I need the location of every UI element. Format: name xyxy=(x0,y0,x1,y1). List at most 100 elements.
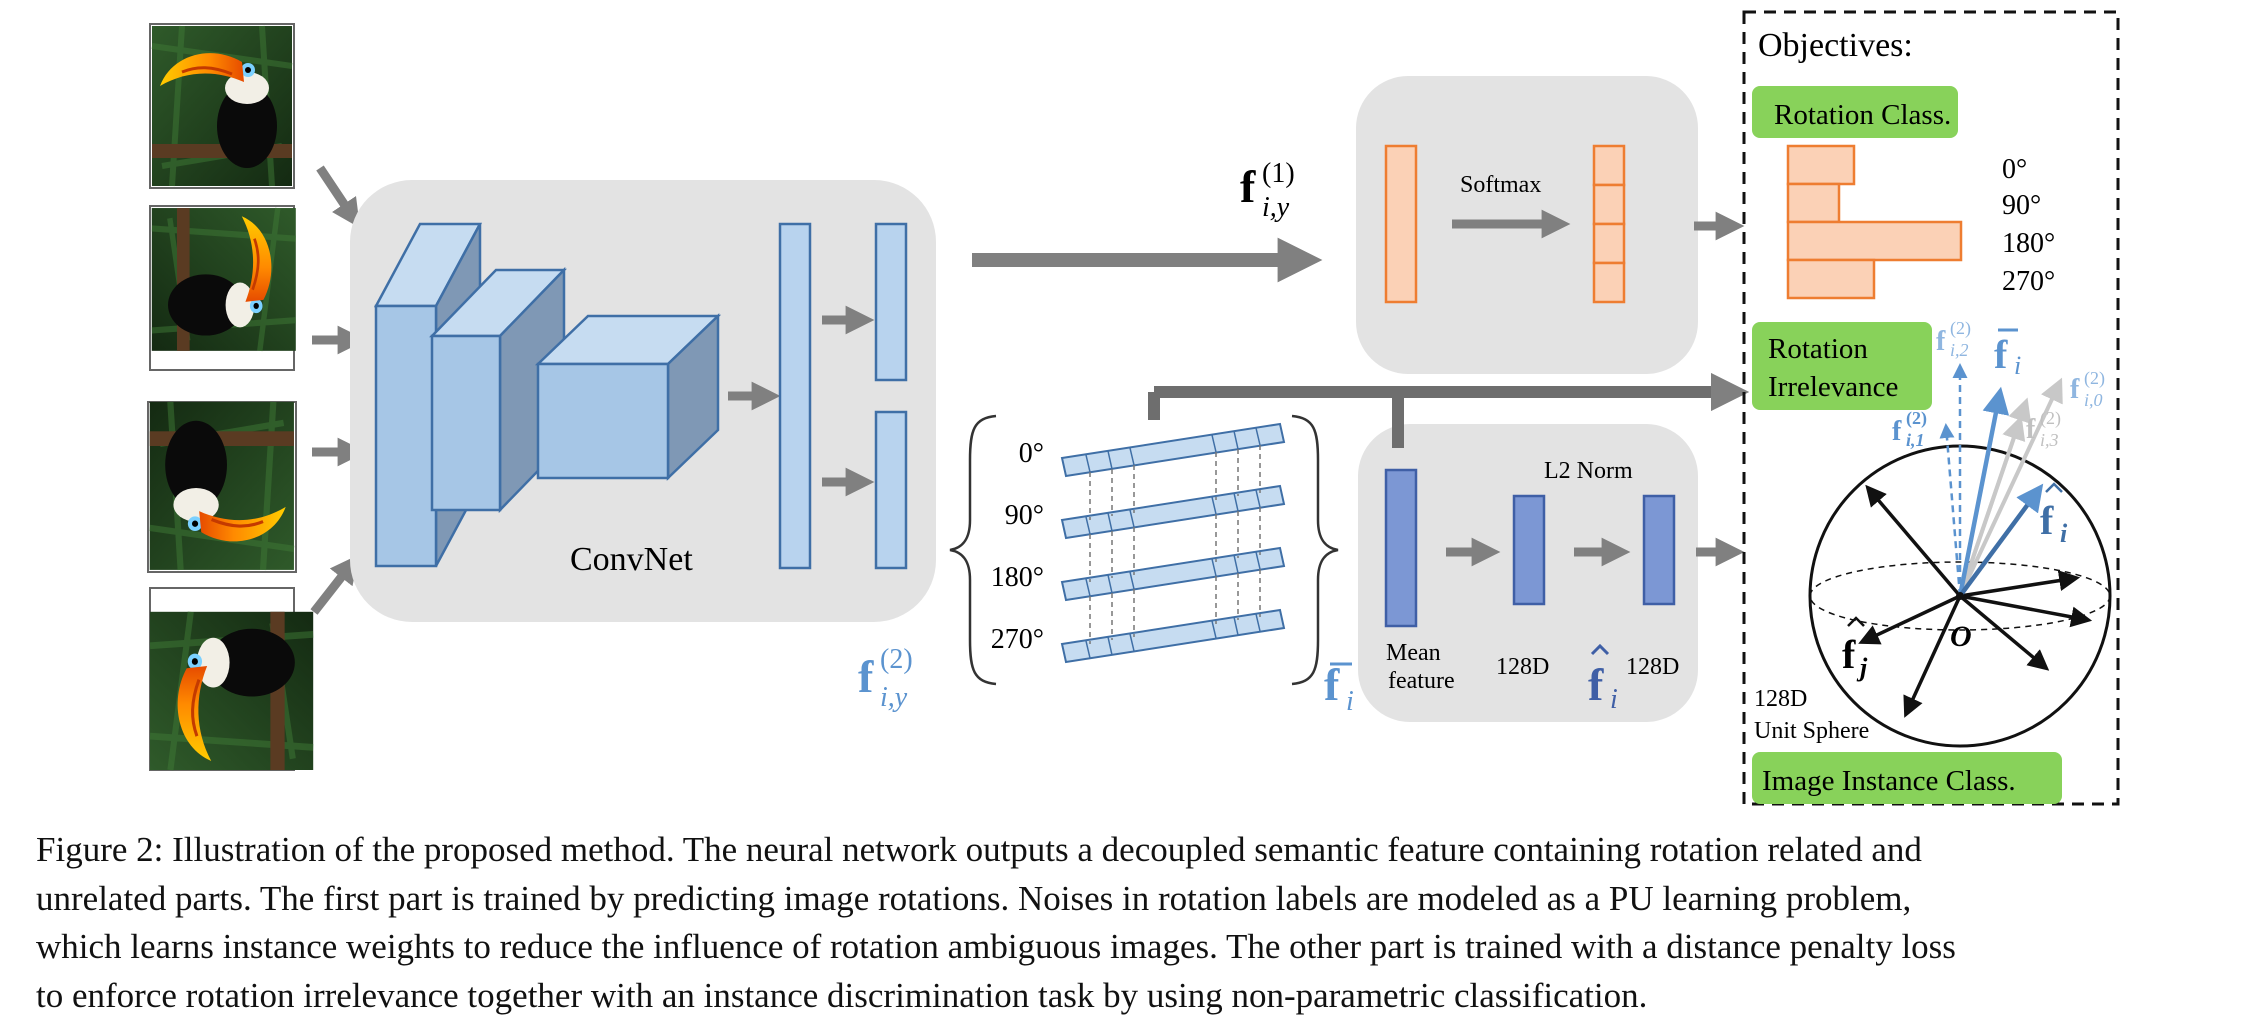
svg-text:f: f xyxy=(1324,659,1340,710)
rotation-irrelevance-badge xyxy=(1752,322,1932,410)
input-image-270deg xyxy=(150,587,313,770)
sphere-origin-dot xyxy=(1956,592,1964,600)
svg-text:128D: 128D xyxy=(1754,686,1807,712)
svg-text:f: f xyxy=(1994,332,2008,377)
left-brace xyxy=(949,414,997,686)
sphere-gray-vectors xyxy=(1958,377,2063,597)
svg-text:f: f xyxy=(1936,326,1946,357)
sphere-f2-label-3: f (2) i,3 xyxy=(2026,408,2061,450)
svg-text:j: j xyxy=(1856,653,1868,682)
caption-line: unrelated parts. The first part is train… xyxy=(36,878,1912,918)
rotation-angle-labels: 0° 90° 180° 270° xyxy=(991,438,1044,655)
caption-line: Figure 2: Illustration of the proposed m… xyxy=(36,830,1922,869)
mean-feature-vector xyxy=(1384,468,1418,628)
svg-text:(1): (1) xyxy=(1262,158,1295,189)
svg-text:Unit Sphere: Unit Sphere xyxy=(1754,718,1869,744)
svg-text:i,0: i,0 xyxy=(2084,390,2103,410)
svg-text:Mean: Mean xyxy=(1386,640,1441,666)
svg-text:(2): (2) xyxy=(1950,318,1971,339)
fhat-label: f i xyxy=(1588,643,1618,715)
objectives-title: Objectives: xyxy=(1758,27,1913,64)
histogram-angle-labels: 0° 90° 180° 270° xyxy=(2002,154,2055,297)
svg-text:f: f xyxy=(1240,161,1256,212)
svg-text:f: f xyxy=(2040,498,2054,543)
softmax-output-vector xyxy=(1592,144,1626,304)
histogram-bar-3 xyxy=(1786,258,1876,300)
image-instance-label: Image Instance Class. xyxy=(1762,765,2016,797)
svg-text:128D: 128D xyxy=(1626,654,1679,680)
sphere-f2-label-2: f (2) i,2 xyxy=(1936,318,1971,360)
right-brace xyxy=(1291,414,1339,686)
svg-text:i,y: i,y xyxy=(1262,192,1290,223)
histogram-bar-1 xyxy=(1786,182,1841,224)
input-arrows xyxy=(310,165,367,615)
sphere-fbar-vector xyxy=(1957,386,2010,597)
svg-text:0°: 0° xyxy=(2002,154,2027,185)
svg-text:90°: 90° xyxy=(2002,190,2041,221)
histogram-bar-2 xyxy=(1786,220,1963,262)
objectives-box xyxy=(1742,10,2120,806)
svg-text:270°: 270° xyxy=(2002,266,2055,297)
rotated-feature-slabs xyxy=(1060,422,1286,664)
svg-text:0°: 0° xyxy=(1019,438,1044,469)
svg-text:i: i xyxy=(2060,519,2068,548)
svg-text:i: i xyxy=(1346,686,1354,717)
sphere-black-vectors xyxy=(1858,484,2093,718)
svg-text:f: f xyxy=(1842,632,1856,677)
sphere-caption: 128D Unit Sphere xyxy=(1754,686,1869,744)
svg-text:270°: 270° xyxy=(991,624,1044,655)
l2norm-panel-labels: Mean feature 128D 128D xyxy=(1386,640,1679,694)
sphere-origin-label: O xyxy=(1950,620,1972,653)
svg-text:90°: 90° xyxy=(1005,500,1044,531)
fc-layer xyxy=(778,222,812,570)
svg-text:i,1: i,1 xyxy=(1906,430,1925,450)
sphere-fj-label: f j xyxy=(1842,616,1868,682)
svg-text:180°: 180° xyxy=(991,562,1044,593)
input-image-180deg xyxy=(148,402,296,572)
softmax-label: Softmax xyxy=(1460,172,1541,198)
histogram-bar-0 xyxy=(1786,144,1856,186)
svg-text:180°: 180° xyxy=(2002,228,2055,259)
svg-text:f: f xyxy=(2070,374,2080,405)
sphere-fhat-label: f i xyxy=(2040,482,2068,548)
figure-diagram: ConvNet f i,y (1) Softmax f i,y (2) 0° 9… xyxy=(0,10,2120,806)
svg-text:i,y: i,y xyxy=(880,682,908,713)
svg-text:(2): (2) xyxy=(1906,408,1927,429)
svg-text:f: f xyxy=(858,651,874,702)
svg-text:i,2: i,2 xyxy=(1950,340,1969,360)
logits-vector xyxy=(1384,144,1418,304)
f1-label: f i,y (1) xyxy=(1240,158,1295,223)
figure-caption: Figure 2: Illustration of the proposed m… xyxy=(36,826,2232,1020)
rotation-histogram xyxy=(1786,144,1963,300)
svg-text:i: i xyxy=(1610,684,1618,715)
convnet-label: ConvNet xyxy=(570,541,693,578)
input-image-90deg xyxy=(150,206,296,371)
sphere-fbar-label: f i xyxy=(1994,328,2021,380)
head2-feature xyxy=(874,410,908,570)
slab-dashed-links xyxy=(1089,445,1261,644)
rotation-class-label: Rotation Class. xyxy=(1774,99,1951,131)
f2-label: f i,y (2) xyxy=(858,644,913,713)
sphere-f2-label-1: f (2) i,1 xyxy=(1892,408,1927,450)
sphere-dashed-vectors xyxy=(1939,363,1968,597)
sphere-fhat-vector xyxy=(1958,483,2044,598)
svg-text:(2): (2) xyxy=(880,644,913,675)
svg-text:i: i xyxy=(2014,351,2021,380)
image-instance-badge xyxy=(1752,752,2062,804)
svg-text:Irrelevance: Irrelevance xyxy=(1768,371,1898,403)
slab-dividers xyxy=(1085,427,1261,659)
feature-128d-vector xyxy=(1512,494,1546,606)
svg-text:(2): (2) xyxy=(2084,368,2105,389)
sphere-f2-label-0: f (2) i,0 xyxy=(2070,368,2105,410)
rotation-class-badge xyxy=(1752,86,1958,138)
svg-text:f: f xyxy=(1588,659,1604,710)
caption-line: to enforce rotation irrelevance together… xyxy=(36,975,1648,1015)
svg-text:Rotation: Rotation xyxy=(1768,333,1868,365)
svg-text:f: f xyxy=(2026,414,2036,445)
svg-text:(2): (2) xyxy=(2040,408,2061,429)
normalized-feature-vector xyxy=(1642,494,1676,606)
svg-text:128D: 128D xyxy=(1496,654,1549,680)
head1-feature xyxy=(874,222,908,382)
input-image-0deg xyxy=(149,23,295,189)
svg-text:i,3: i,3 xyxy=(2040,430,2059,450)
